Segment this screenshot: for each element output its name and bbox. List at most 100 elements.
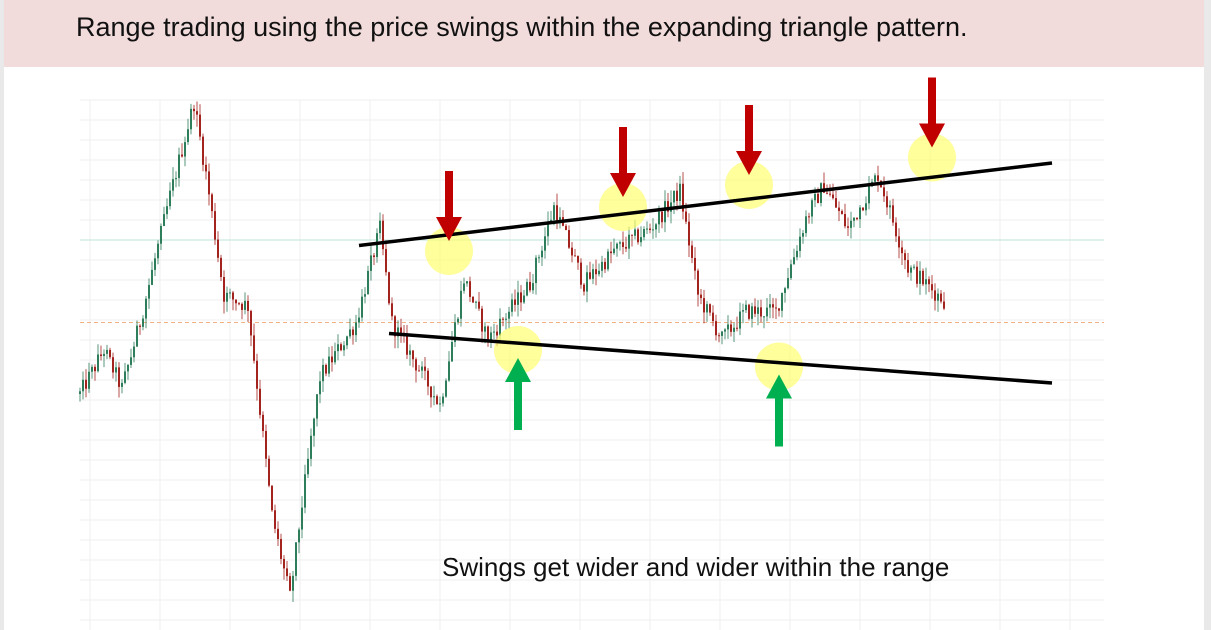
candle-body — [577, 255, 579, 263]
candle-body — [475, 301, 477, 303]
candle-body — [388, 272, 390, 304]
candle-body — [604, 261, 606, 270]
candle-body — [616, 243, 618, 249]
swing-high-highlight — [908, 133, 956, 182]
candle-body — [772, 304, 774, 308]
candle-body — [484, 326, 486, 332]
candle-body — [916, 266, 918, 284]
candle-body — [913, 266, 915, 268]
candle-body — [373, 255, 375, 258]
candle-body — [655, 224, 657, 230]
candle-body — [289, 576, 291, 591]
candle-body — [307, 458, 309, 475]
candle-body — [925, 279, 927, 285]
swing-low-highlight — [755, 342, 803, 391]
candle-body — [529, 281, 531, 291]
candle-body — [154, 258, 156, 270]
candle-body — [922, 270, 924, 285]
candle-body — [127, 364, 129, 372]
candle-body — [172, 179, 174, 191]
candle-body — [889, 205, 891, 208]
candle-body — [622, 242, 624, 247]
candle-body — [175, 178, 177, 180]
buy-arrow-icon — [505, 358, 531, 430]
candle-body — [598, 270, 600, 275]
candle-body — [886, 196, 888, 208]
candle-body — [424, 366, 426, 371]
candle-body — [730, 324, 732, 332]
candle-body — [469, 281, 471, 297]
candle-body — [748, 304, 750, 319]
candle-body — [199, 114, 201, 137]
candle-body — [784, 288, 786, 293]
candle-body — [238, 303, 240, 305]
candle-body — [571, 247, 573, 256]
candle-body — [733, 327, 735, 332]
candle-body — [532, 283, 534, 291]
candle-body — [844, 213, 846, 227]
candle-body — [229, 292, 231, 294]
candle-body — [130, 357, 132, 365]
candle-body — [109, 349, 111, 358]
candle-body — [187, 129, 189, 143]
candle-body — [334, 351, 336, 363]
candle-body — [682, 183, 684, 212]
candle-body — [394, 316, 396, 337]
candle-body — [688, 221, 690, 246]
candle-body — [601, 261, 603, 271]
candle-body — [808, 216, 810, 218]
candle-body — [739, 311, 741, 329]
candle-body — [445, 380, 447, 397]
candle-body — [781, 292, 783, 311]
candle-body — [820, 183, 822, 203]
candle-body — [859, 207, 861, 220]
candle-body — [862, 207, 864, 211]
candle-body — [877, 175, 879, 181]
candle-body — [607, 251, 609, 270]
sell-arrow-icon — [919, 77, 945, 148]
annotation-text: Swings get wider and wider within the ra… — [442, 552, 950, 582]
trendline-upper — [358, 161, 1053, 248]
candle-body — [319, 381, 321, 395]
candle-body — [541, 250, 543, 258]
candle-body — [538, 257, 540, 259]
candle-body — [898, 236, 900, 248]
candle-body — [937, 293, 939, 301]
candle-body — [766, 307, 768, 317]
candle-body — [235, 299, 237, 304]
buy-arrow-icon — [766, 374, 792, 447]
trendline-lower — [388, 331, 1053, 385]
candle-body — [457, 318, 459, 323]
candle-body — [721, 331, 723, 336]
candle-body — [793, 257, 795, 265]
candle-body — [166, 206, 168, 215]
candle-body — [487, 326, 489, 343]
candle-body — [610, 251, 612, 254]
candle-body — [274, 510, 276, 529]
candle-body — [160, 225, 162, 244]
candle-body — [664, 201, 666, 223]
sell-arrow-icon — [436, 171, 462, 241]
candle-body — [253, 335, 255, 361]
candle-body — [208, 171, 210, 195]
candle-body — [400, 327, 402, 333]
candle-body — [460, 290, 462, 319]
candle-body — [406, 334, 408, 355]
candle-body — [328, 356, 330, 374]
candle-body — [649, 228, 651, 231]
candle-body — [775, 307, 777, 309]
candle-body — [751, 306, 753, 319]
candle-body — [82, 379, 84, 392]
candle-body — [259, 388, 261, 415]
candle-body — [706, 304, 708, 313]
candle-body — [535, 257, 537, 284]
candle-body — [919, 270, 921, 284]
candle-body — [103, 353, 105, 357]
candle-body — [823, 183, 825, 193]
candle-body — [736, 327, 738, 329]
candle-body — [835, 198, 837, 208]
candle-body — [277, 528, 279, 540]
candle-body — [268, 458, 270, 486]
candle-body — [205, 164, 207, 172]
candle-body — [583, 284, 585, 292]
